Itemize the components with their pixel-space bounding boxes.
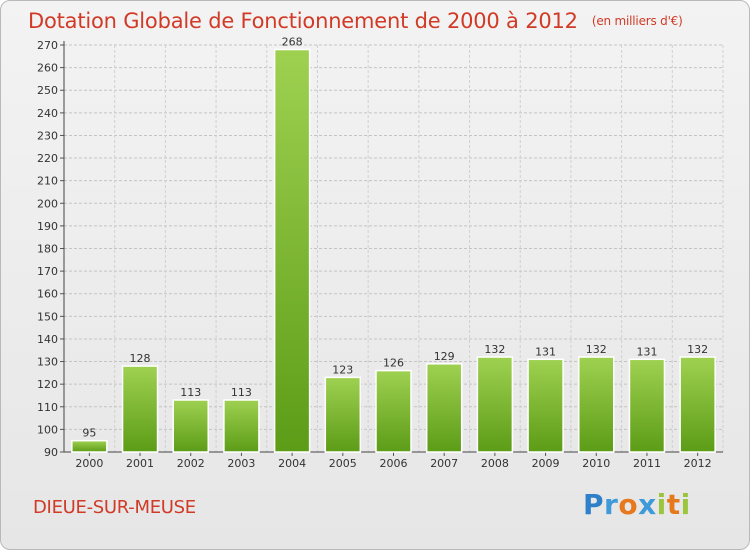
x-tick-label: 2003 bbox=[227, 457, 255, 470]
y-tick-label: 150 bbox=[37, 310, 58, 323]
bar bbox=[628, 358, 666, 453]
bar-value-label: 113 bbox=[180, 386, 201, 399]
x-tick-label: 2009 bbox=[532, 457, 560, 470]
y-tick-label: 120 bbox=[37, 378, 58, 391]
chart-title-text: Dotation Globale de Fonctionnement de 20… bbox=[28, 9, 578, 33]
y-tick-label: 200 bbox=[37, 197, 58, 210]
x-tick-label: 2007 bbox=[430, 457, 458, 470]
bars bbox=[71, 48, 716, 453]
x-tick-label: 2010 bbox=[582, 457, 610, 470]
x-tick-label: 2006 bbox=[380, 457, 408, 470]
y-tick-label: 100 bbox=[37, 423, 58, 436]
bar bbox=[273, 48, 311, 453]
y-tick-label: 170 bbox=[37, 265, 58, 278]
bar-value-label: 126 bbox=[383, 357, 404, 370]
bar-value-label: 129 bbox=[434, 350, 455, 363]
x-tick-label: 2008 bbox=[481, 457, 509, 470]
bar-value-label: 128 bbox=[130, 352, 151, 365]
x-tick-label: 2001 bbox=[126, 457, 154, 470]
bar bbox=[476, 356, 514, 453]
y-tick-label: 210 bbox=[37, 175, 58, 188]
y-tick-label: 230 bbox=[37, 129, 58, 142]
bar-value-label: 132 bbox=[484, 343, 505, 356]
y-tick-label: 250 bbox=[37, 84, 58, 97]
proxiti-logo: Proxiti bbox=[583, 488, 691, 521]
y-tick-label: 140 bbox=[37, 333, 58, 346]
chart-title: Dotation Globale de Fonctionnement de 20… bbox=[28, 9, 683, 33]
y-tick-label: 180 bbox=[37, 243, 58, 256]
x-tick-label: 2011 bbox=[633, 457, 661, 470]
y-tick-label: 260 bbox=[37, 62, 58, 75]
x-tick-label: 2002 bbox=[177, 457, 205, 470]
bar bbox=[172, 399, 209, 453]
bar-value-label: 123 bbox=[332, 363, 353, 376]
y-tick-label: 270 bbox=[37, 39, 58, 52]
y-tick-label: 190 bbox=[37, 220, 58, 233]
bar-value-label: 131 bbox=[535, 345, 556, 358]
bar-value-label: 132 bbox=[586, 343, 607, 356]
y-tick-label: 240 bbox=[37, 107, 58, 120]
bar bbox=[71, 439, 108, 453]
x-tick-label: 2012 bbox=[684, 457, 712, 470]
bar bbox=[527, 358, 564, 453]
bar bbox=[223, 399, 260, 453]
bar bbox=[679, 356, 716, 453]
bar-value-label: 268 bbox=[282, 36, 303, 49]
bar bbox=[425, 363, 463, 453]
grid-lines bbox=[63, 44, 724, 453]
y-tick-label: 130 bbox=[37, 356, 58, 369]
y-tick-label: 220 bbox=[37, 152, 58, 165]
bar-value-label: 113 bbox=[231, 386, 252, 399]
bar-value-label: 95 bbox=[82, 427, 96, 440]
bar-value-label: 132 bbox=[687, 343, 708, 356]
bar bbox=[121, 365, 159, 453]
x-tick-label: 2004 bbox=[278, 457, 306, 470]
commune-name: DIEUE-SUR-MEUSE bbox=[33, 497, 196, 518]
y-tick-label: 90 bbox=[44, 446, 58, 459]
labels: 90 100 110 120 130 140 150 160 170 180 190 200 210 22… bbox=[37, 36, 712, 470]
bar bbox=[324, 376, 362, 453]
x-tick-label: 2000 bbox=[75, 457, 103, 470]
chart-unit: (en milliers d'€) bbox=[591, 14, 683, 28]
bar bbox=[375, 369, 412, 453]
y-tick-label: 110 bbox=[37, 401, 58, 414]
x-tick-label: 2005 bbox=[329, 457, 357, 470]
bar bbox=[578, 356, 615, 453]
y-tick-label: 160 bbox=[37, 288, 58, 301]
bar-value-label: 131 bbox=[636, 345, 657, 358]
